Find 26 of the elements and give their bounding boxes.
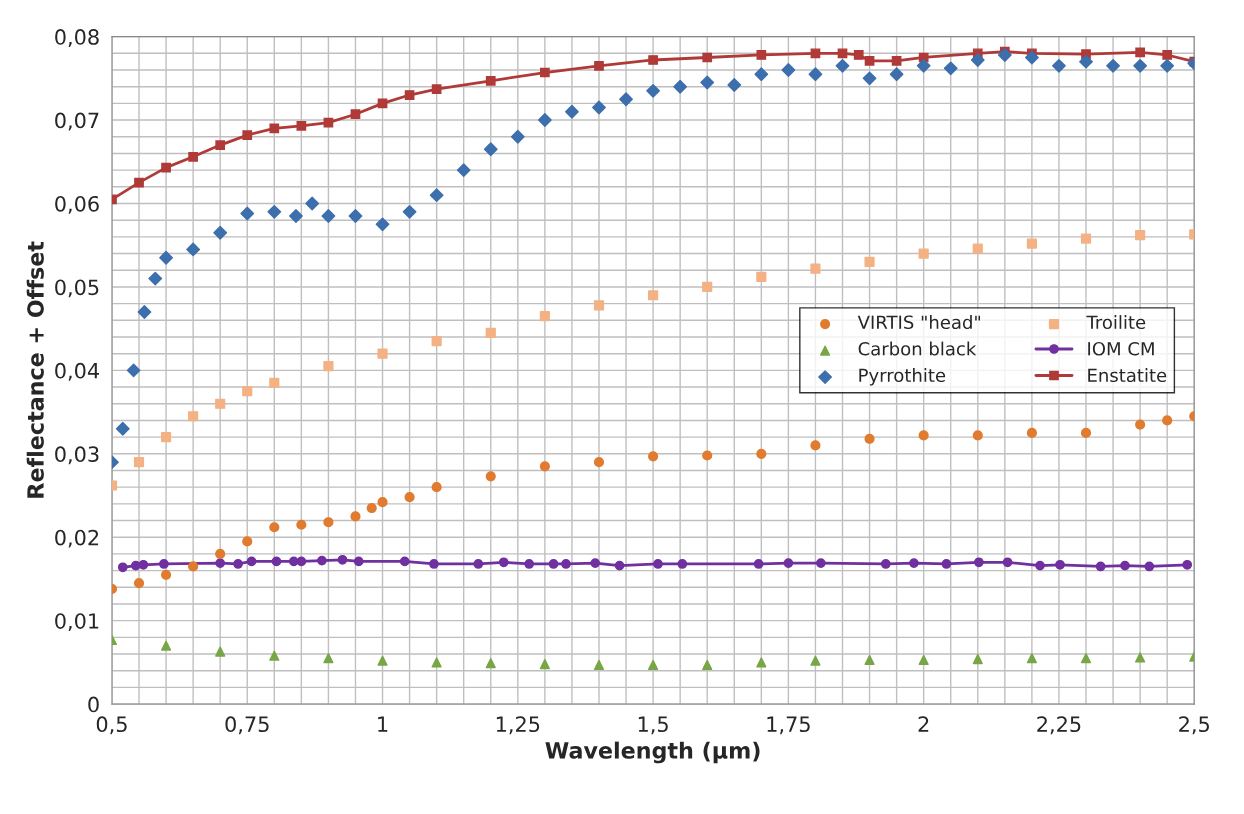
x-tick-label: 1 xyxy=(378,716,388,732)
y-tick-label: 0,02 xyxy=(55,529,99,548)
legend-label: Troilite xyxy=(1086,315,1146,330)
legend-label: IOM CM xyxy=(1088,341,1154,356)
y-tick-label: 0,06 xyxy=(55,195,99,214)
legend-label: Pyrrothite xyxy=(859,368,946,386)
legend-label: VIRTIS "head" xyxy=(857,315,981,330)
y-tick-label: 0,01 xyxy=(55,613,99,632)
y-tick-label: 0,04 xyxy=(55,362,99,381)
x-tick-label: 0,5 xyxy=(96,716,127,735)
x-tick-label: 1,5 xyxy=(638,716,668,735)
y-tick-label: 0,03 xyxy=(55,446,99,465)
legend-label: Carbon black xyxy=(858,341,977,356)
x-tick-label: 2,5 xyxy=(1179,716,1209,735)
y-tick-label: 0,07 xyxy=(55,112,99,131)
y-tick-label: 0,08 xyxy=(55,29,99,47)
y-axis-title: Reflectance + Offset xyxy=(26,241,44,498)
x-axis-title: Wavelength (µm) xyxy=(545,741,760,764)
x-tick-label: 2 xyxy=(918,716,929,732)
y-tick-label: 0,05 xyxy=(55,279,99,298)
x-tick-label: 1,25 xyxy=(496,716,540,735)
x-tick-label: 2,25 xyxy=(1037,716,1081,735)
legend-label: Enstatite xyxy=(1088,368,1167,383)
y-tick-label: 0 xyxy=(88,696,99,713)
x-tick-label: 0,75 xyxy=(225,716,269,735)
x-tick-label: 1,75 xyxy=(767,716,810,735)
